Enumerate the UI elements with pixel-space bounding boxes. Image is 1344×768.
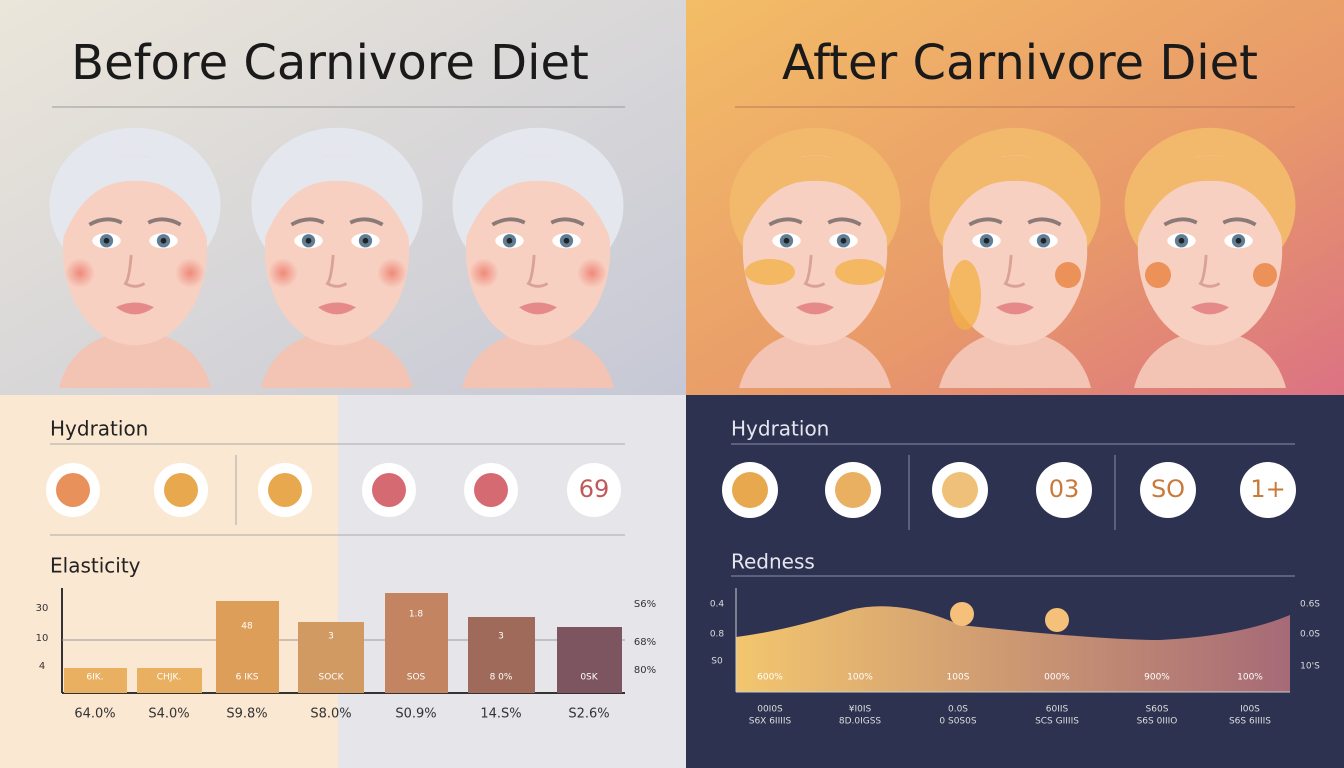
label: S6% — [634, 599, 656, 610]
labels: 03 SO 1+ 30 10 4 S6% 68% 80% 6IK. 64.0% CHJK. S4.0% 6… — [36, 475, 1321, 727]
marker — [1045, 608, 1069, 632]
label: 68% — [634, 637, 656, 648]
label: 0.8 — [710, 630, 725, 640]
panel — [0, 395, 338, 768]
label: SOS — [407, 673, 426, 683]
label: 8D.0IGSS — [839, 717, 882, 727]
label: 00I0S — [757, 705, 783, 715]
marker — [950, 602, 974, 626]
title: After Carnivore Diet — [782, 35, 1258, 91]
label: 0.6S — [1300, 600, 1320, 610]
area — [736, 606, 1290, 692]
label: CHJK. — [157, 673, 181, 683]
label: 30 — [36, 603, 49, 614]
label: S6S 6IIIIS — [1229, 717, 1271, 727]
label: 100S — [947, 673, 970, 683]
label: 100% — [847, 673, 873, 683]
label: 100% — [1237, 673, 1263, 683]
label: S6S 0IIIO — [1137, 717, 1178, 727]
label: S0.9% — [395, 707, 436, 722]
label: S4.0% — [148, 707, 189, 722]
label: 1.8 — [409, 610, 424, 620]
label: 48 — [241, 622, 253, 632]
label: S6X 6IIIIS — [749, 717, 792, 727]
label: S60S — [1146, 705, 1169, 715]
label: 0SK — [580, 673, 598, 683]
label: SCS GIIIIS — [1035, 717, 1079, 727]
label: 0.0S — [948, 705, 968, 715]
label: 6IK. — [86, 673, 103, 683]
label: 8 0% — [490, 673, 513, 683]
label: S9.8% — [226, 707, 267, 722]
label: 900% — [1144, 673, 1170, 683]
label: 3 — [328, 632, 334, 642]
label: S2.6% — [568, 707, 609, 722]
label: 10'S — [1300, 662, 1320, 672]
label: ¥I0IS — [849, 705, 872, 715]
bars — [64, 593, 622, 693]
icon-text: 69 — [579, 475, 610, 503]
label: 0 S0S0S — [939, 717, 976, 727]
hydration-icons — [46, 462, 1296, 518]
label: 000% — [1044, 673, 1070, 683]
label: 1+ — [1250, 475, 1285, 503]
section-label: Elasticity — [50, 554, 141, 578]
label: 6 IKS — [236, 673, 259, 683]
section-label: Hydration — [731, 417, 829, 441]
panel — [338, 395, 686, 768]
label: 3 — [498, 632, 504, 642]
title: Before Carnivore Diet — [71, 35, 589, 91]
label: 600% — [757, 673, 783, 683]
faces — [47, 125, 1298, 390]
label: 03 — [1049, 475, 1080, 503]
label: S8.0% — [310, 707, 351, 722]
label: S0 — [711, 657, 723, 667]
label: 14.S% — [480, 707, 521, 722]
label: 10 — [36, 633, 49, 644]
label: SOCK — [319, 673, 345, 683]
label: SO — [1151, 475, 1185, 503]
label: 0.0S — [1300, 630, 1320, 640]
label: I00S — [1240, 705, 1260, 715]
label: 64.0% — [74, 707, 115, 722]
label: 60IIS — [1046, 705, 1069, 715]
label: 0.4 — [710, 600, 725, 610]
section-label: Redness — [731, 550, 815, 574]
section-label: Hydration — [50, 417, 148, 441]
label: 4 — [39, 661, 45, 672]
label: 80% — [634, 665, 656, 676]
panel — [686, 395, 1344, 768]
